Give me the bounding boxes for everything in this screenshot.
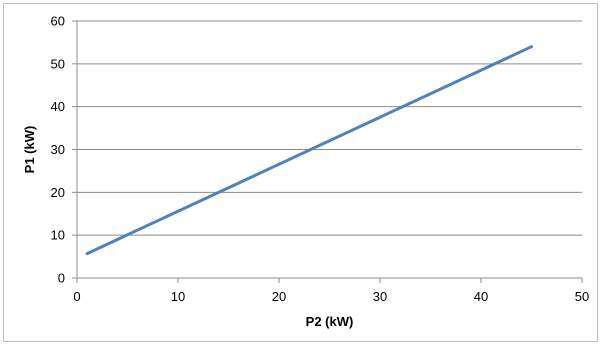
x-tick-label: 30 bbox=[373, 289, 387, 304]
x-tick-labels: 0 10 20 30 40 50 bbox=[73, 289, 589, 304]
y-tick-label: 0 bbox=[58, 271, 65, 286]
x-tick-label: 20 bbox=[272, 289, 286, 304]
y-tick-label: 60 bbox=[51, 14, 65, 29]
x-tick-label: 40 bbox=[474, 289, 488, 304]
y-tick-label: 40 bbox=[51, 99, 65, 114]
y-tick-label: 50 bbox=[51, 56, 65, 71]
y-tick-label: 20 bbox=[51, 185, 65, 200]
axes bbox=[72, 20, 583, 283]
gridlines bbox=[77, 20, 582, 236]
y-tick-label: 10 bbox=[51, 228, 65, 243]
x-tick-label: 50 bbox=[575, 289, 589, 304]
x-tick-label: 10 bbox=[171, 289, 185, 304]
y-tick-labels: 0 10 20 30 40 50 60 bbox=[51, 14, 65, 286]
chart-area bbox=[3, 3, 598, 342]
y-tick-label: 30 bbox=[51, 142, 65, 157]
x-tick-label: 0 bbox=[73, 289, 80, 304]
series-layer bbox=[85, 45, 533, 256]
x-axis-title: P2 (kW) bbox=[306, 314, 354, 329]
y-axis-title: P1 (kW) bbox=[22, 126, 37, 174]
series-line-1 bbox=[85, 45, 533, 256]
